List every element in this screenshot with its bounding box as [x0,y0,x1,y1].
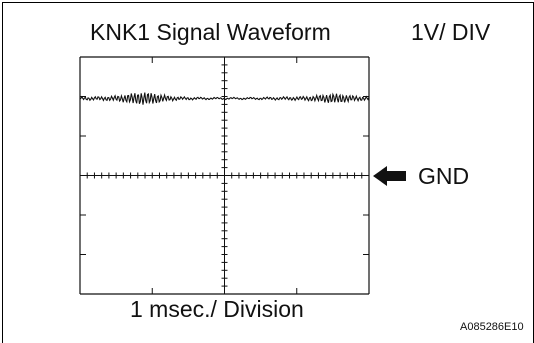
waveform-title: KNK1 Signal Waveform [90,19,331,45]
signal-trace [79,92,370,105]
grid [79,56,370,295]
figure-id: A085286E10 [460,321,524,333]
gnd-label: GND [418,163,470,189]
voltage-scale-label: 1V/ DIV [411,19,491,45]
timebase-label: 1 msec./ Division [130,296,304,322]
gnd-arrow-icon [373,166,406,186]
